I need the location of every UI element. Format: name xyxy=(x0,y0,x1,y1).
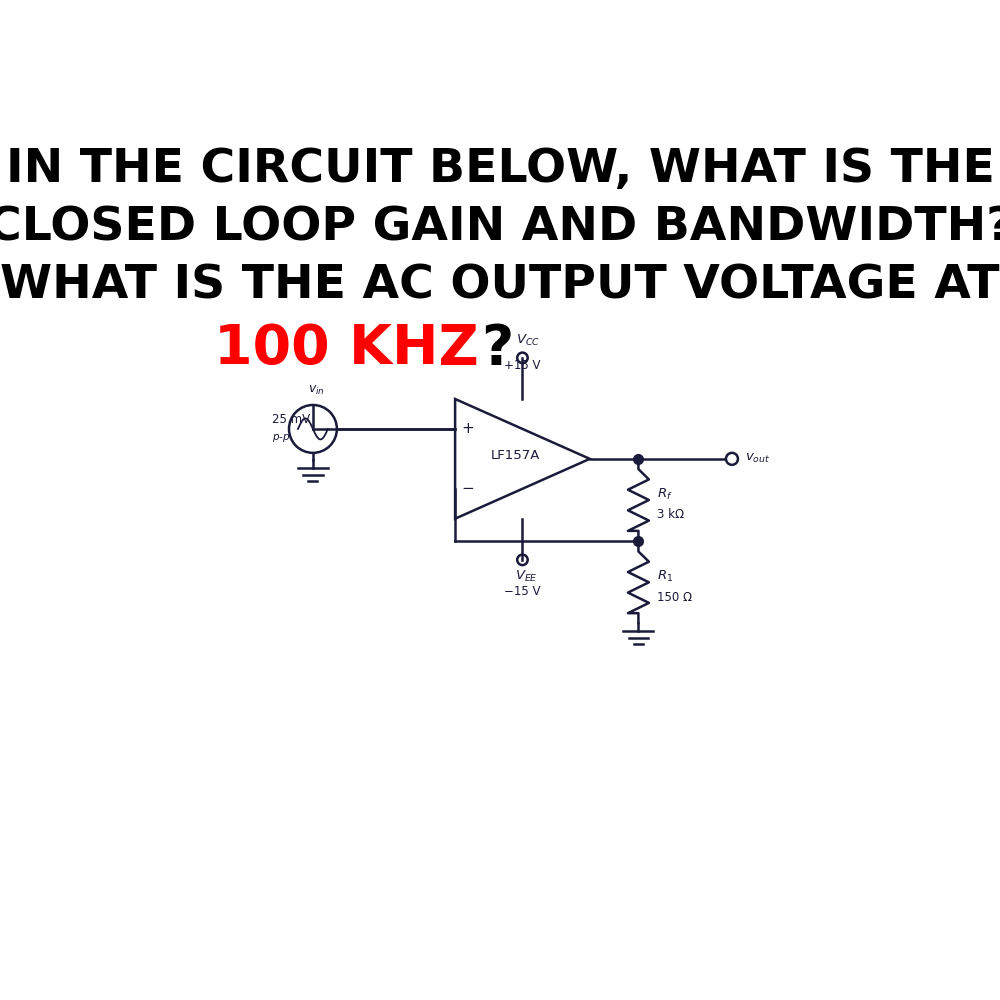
Text: 25 mV: 25 mV xyxy=(272,413,310,426)
Text: +15 V: +15 V xyxy=(504,359,541,372)
Circle shape xyxy=(726,453,738,465)
Text: $v_{out}$: $v_{out}$ xyxy=(745,452,771,465)
Text: $p\text{-}p$: $p\text{-}p$ xyxy=(272,432,290,444)
Text: +: + xyxy=(461,421,474,436)
Text: IN THE CIRCUIT BELOW, WHAT IS THE: IN THE CIRCUIT BELOW, WHAT IS THE xyxy=(6,147,994,192)
Text: 150 Ω: 150 Ω xyxy=(657,591,692,604)
Text: 3 kΩ: 3 kΩ xyxy=(657,508,684,521)
Text: WHAT IS THE AC OUTPUT VOLTAGE AT: WHAT IS THE AC OUTPUT VOLTAGE AT xyxy=(0,264,1000,309)
Text: $V_{EE}$: $V_{EE}$ xyxy=(515,569,538,584)
Text: −15 V: −15 V xyxy=(504,585,541,598)
Text: $R_f$: $R_f$ xyxy=(657,486,673,502)
Text: $V_{CC}$: $V_{CC}$ xyxy=(516,333,540,348)
Text: 100 KHZ: 100 KHZ xyxy=(214,322,479,376)
Text: LF157A: LF157A xyxy=(490,449,540,462)
Text: $v_{in}$: $v_{in}$ xyxy=(308,384,325,397)
Text: $R_1$: $R_1$ xyxy=(657,569,673,584)
Text: ?: ? xyxy=(481,322,514,376)
Text: CLOSED LOOP GAIN AND BANDWIDTH?: CLOSED LOOP GAIN AND BANDWIDTH? xyxy=(0,205,1000,250)
Text: −: − xyxy=(461,481,474,496)
